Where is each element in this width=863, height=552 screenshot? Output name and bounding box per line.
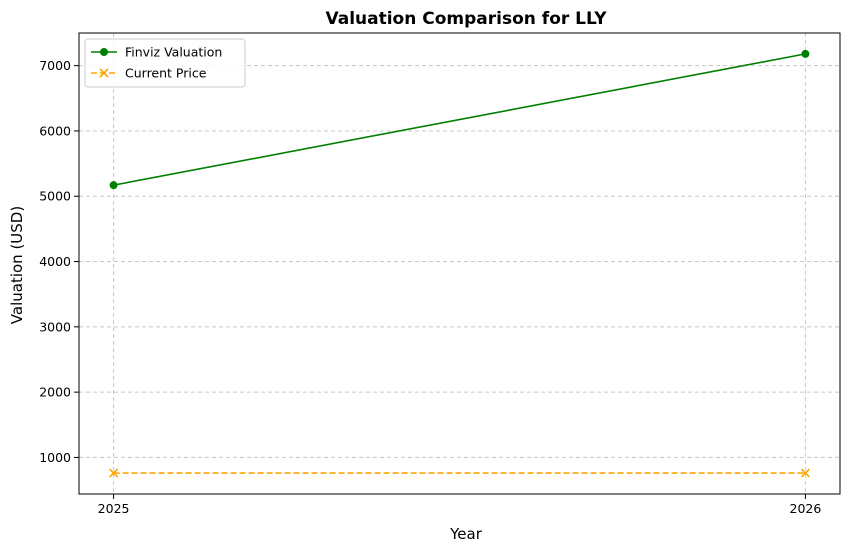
- y-tick-label: 1000: [39, 450, 71, 465]
- legend-label: Finviz Valuation: [125, 45, 222, 60]
- series-finviz-valuation: [109, 49, 810, 190]
- y-axis-label: Valuation (USD): [8, 206, 26, 324]
- series-current-price: [109, 468, 810, 478]
- legend-item-finviz-valuation: Finviz Valuation: [91, 45, 222, 60]
- legend-marker: [100, 48, 108, 56]
- x-axis-label: Year: [449, 525, 483, 543]
- series-line-finviz-valuation: [113, 53, 806, 186]
- grid: [79, 33, 840, 494]
- legend-marker: [99, 68, 109, 78]
- legend-item-current-price: Current Price: [91, 66, 207, 81]
- data-point-current-price: [800, 468, 810, 478]
- legend: Finviz Valuation Current Price: [84, 38, 246, 88]
- plot-frame: [78, 32, 841, 495]
- legend-box: [84, 38, 246, 88]
- y-tick-label: 3000: [39, 319, 71, 334]
- data-point-finviz-valuation: [109, 181, 118, 190]
- y-tick-label: 2000: [39, 385, 71, 400]
- y-tick-label: 4000: [39, 254, 71, 269]
- chart-title: Valuation Comparison for LLY: [326, 9, 608, 29]
- y-tick-label: 7000: [39, 58, 71, 73]
- series-layer: [109, 49, 810, 478]
- data-point-finviz-valuation: [801, 49, 810, 58]
- ticks: 2025 2026 1000 2000 3000 4000 5000 6000 7000: [39, 58, 821, 516]
- data-point-current-price: [109, 468, 119, 478]
- x-tick-label: 2026: [790, 501, 822, 516]
- legend-label: Current Price: [125, 66, 207, 81]
- y-tick-label: 5000: [39, 189, 71, 204]
- y-tick-label: 6000: [39, 123, 71, 138]
- x-tick-label: 2025: [98, 501, 130, 516]
